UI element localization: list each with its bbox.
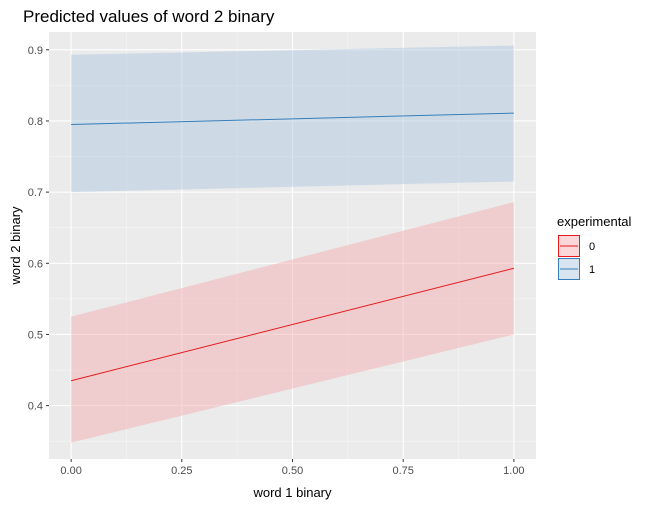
x-tick-label: 0.75 (392, 465, 413, 477)
legend-label-1: 1 (589, 264, 595, 276)
x-tick-label: 0.25 (171, 465, 192, 477)
x-axis-ticks: 0.00 0.25 0.50 0.75 1.00 (60, 459, 525, 477)
confidence-band-0 (71, 202, 514, 443)
y-tick-label: 0.9 (28, 45, 43, 57)
x-tick-label: 0.50 (282, 465, 303, 477)
legend-label-0: 0 (589, 241, 595, 253)
legend-title: experimental (557, 214, 632, 229)
y-tick-label: 0.4 (28, 401, 43, 413)
y-tick-label: 0.7 (28, 187, 43, 199)
legend: experimental 0 1 (557, 214, 632, 280)
chart-title: Predicted values of word 2 binary (23, 7, 275, 26)
y-tick-label: 0.5 (28, 329, 43, 341)
x-axis-title: word 1 binary (252, 485, 332, 500)
series-line-0 (71, 267, 514, 382)
series-line-1 (71, 112, 514, 126)
x-tick-label: 1.00 (503, 465, 524, 477)
grid-major (49, 32, 536, 459)
x-tick-label: 0.00 (60, 465, 81, 477)
y-axis-ticks: 0.4 0.5 0.6 0.7 0.8 0.9 (28, 45, 49, 413)
series-lines (71, 112, 514, 382)
y-tick-label: 0.8 (28, 116, 43, 128)
y-axis-title: word 2 binary (8, 206, 23, 286)
y-tick-label: 0.6 (28, 258, 43, 270)
